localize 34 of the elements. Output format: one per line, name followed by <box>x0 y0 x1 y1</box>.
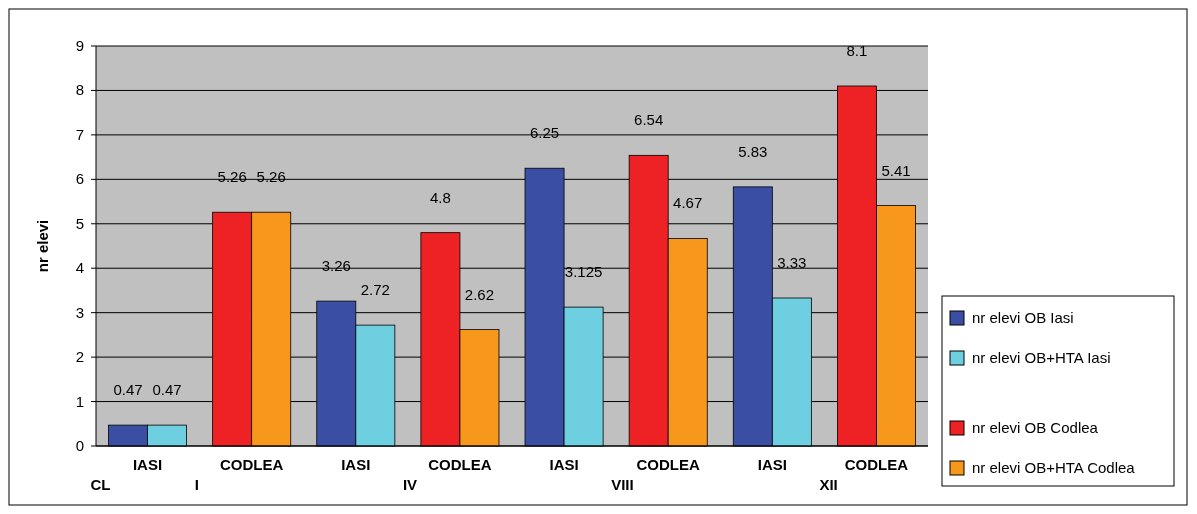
x-tick-label: IASI <box>341 456 371 473</box>
data-label: 5.41 <box>881 161 911 179</box>
y-tick-label: 1 <box>75 392 84 410</box>
data-label: 2.72 <box>360 281 390 299</box>
y-tick-label: 9 <box>75 37 84 54</box>
y-tick-label: 7 <box>75 125 84 143</box>
data-label: 8.1 <box>846 42 868 59</box>
x-tick-label: CODLEA VIII <box>611 456 701 493</box>
y-tick-label: 2 <box>75 348 84 366</box>
x-tick-label: IASI <box>549 456 579 473</box>
x-tick-label: CODLEA XII <box>819 456 909 493</box>
x-tick-label: CODLEA IV <box>402 456 492 493</box>
category-label: IASI CL <box>90 456 163 493</box>
legend-label: nr elevi OB Iasi <box>972 309 1074 326</box>
data-label: 2.62 <box>464 285 495 303</box>
data-label: 6.54 <box>634 111 664 129</box>
data-label: 3.33 <box>777 254 807 271</box>
y-tick-label: 5 <box>75 214 84 232</box>
data-label: 5.83 <box>738 142 768 160</box>
y-tick-label: 0 <box>75 437 84 454</box>
y-tick-label: 4 <box>75 259 84 277</box>
x-tick-label: IASI <box>757 456 787 473</box>
y-tick-label: 6 <box>75 170 84 188</box>
data-label: 4.8 <box>429 188 451 206</box>
data-label: 0.47 <box>113 381 143 399</box>
legend-label: nr elevi OB Codlea <box>972 419 1099 436</box>
data-label: 0.47 <box>152 381 182 399</box>
y-axis-title: nr elevi <box>34 219 51 273</box>
legend-label: nr elevi OB+HTA Iasi <box>972 349 1111 366</box>
data-label: 4.67 <box>673 194 703 212</box>
y-tick-label: 3 <box>75 303 84 321</box>
category-label: CODLEA I <box>194 456 284 493</box>
legend-label: nr elevi OB+HTA Codlea <box>972 459 1136 476</box>
y-tick-label: 8 <box>75 81 84 99</box>
